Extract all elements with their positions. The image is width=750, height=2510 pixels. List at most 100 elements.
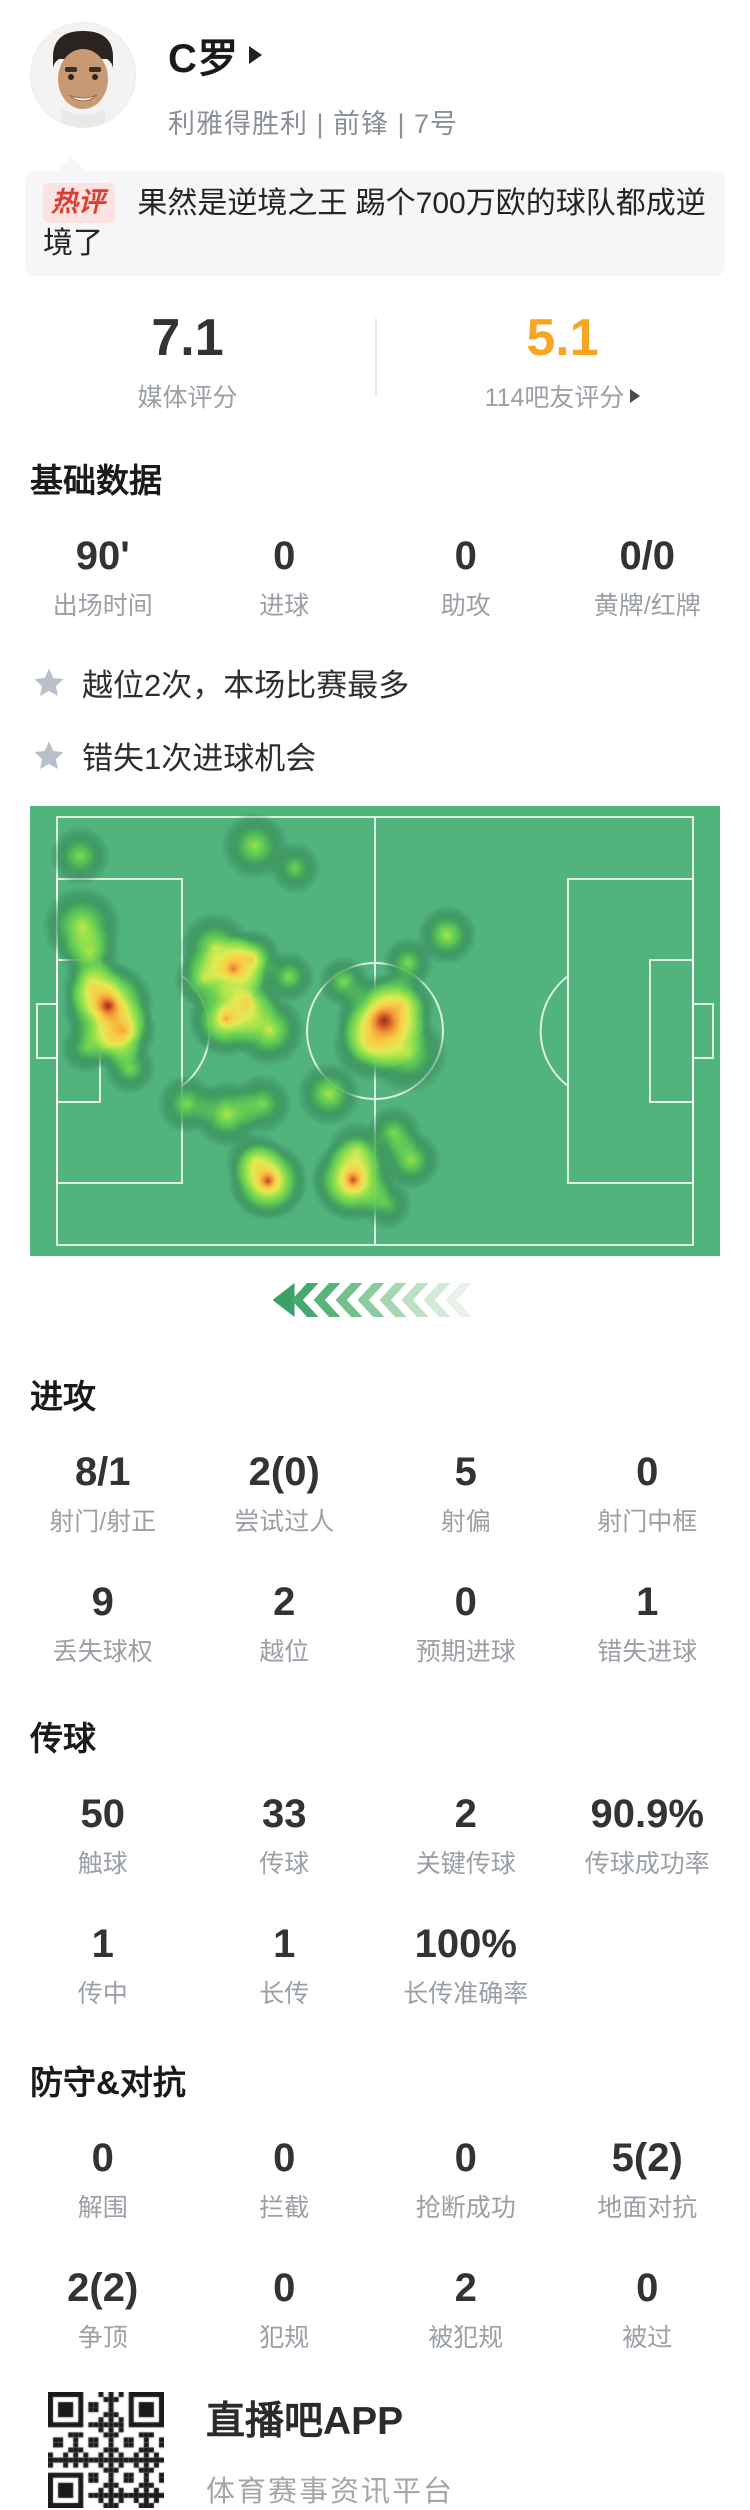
stat-cell: 0 拦截 <box>194 2136 376 2224</box>
stat-label: 黄牌/红牌 <box>593 592 701 620</box>
stat-label: 被过 <box>622 2324 673 2352</box>
stat-label: 拦截 <box>259 2194 310 2222</box>
stat-cell: 0 犯规 <box>194 2266 376 2354</box>
stat-value: 0 <box>636 2266 659 2310</box>
hot-comment-card: 热评 果然是逆境之王 踢个700万欧的球队都成逆境了 <box>25 157 725 276</box>
player-name-link[interactable]: C罗 <box>168 26 458 84</box>
stat-value: 1 <box>636 1580 659 1624</box>
stat-label: 出场时间 <box>52 592 153 620</box>
stat-value: 1 <box>273 1922 296 1966</box>
fans-rating-label: 114吧友评分 <box>484 384 625 412</box>
stat-cell: 0 被过 <box>557 2266 739 2354</box>
stat-cell: 0 射门中框 <box>557 1450 739 1538</box>
stat-label: 地面对抗 <box>597 2194 698 2222</box>
fans-rating[interactable]: 5.1 114吧友评分 <box>375 312 750 414</box>
stat-label: 长传准确率 <box>403 1980 529 2008</box>
stat-label: 丢失球权 <box>52 1638 153 1666</box>
stat-value: 8/1 <box>74 1450 131 1494</box>
player-avatar-image <box>31 23 135 127</box>
heatmap-canvas <box>30 806 720 1256</box>
stat-value: 5 <box>454 1450 477 1494</box>
stat-label: 射偏 <box>440 1508 491 1536</box>
qr-code <box>48 2392 164 2508</box>
player-header: C罗 利雅得胜利 | 前锋 | 7号 <box>30 22 750 141</box>
stat-label: 解围 <box>77 2194 128 2222</box>
stat-label: 越位 <box>259 1638 310 1666</box>
stat-cell: 8/1 射门/射正 <box>12 1450 194 1538</box>
stat-label: 传中 <box>77 1980 128 2008</box>
stat-value: 0 <box>454 534 477 578</box>
hot-comment-text: 果然是逆境之王 踢个700万欧的球队都成逆境了 <box>43 187 706 260</box>
player-name: C罗 <box>168 37 239 81</box>
stat-cell: 2 被犯规 <box>375 2266 557 2354</box>
highlight-text: 越位2次，本场比赛最多 <box>82 668 410 703</box>
section-title-passing: 传球 <box>30 1720 96 1757</box>
ratings-row: 7.1 媒体评分 5.1 114吧友评分 <box>0 312 750 414</box>
media-rating-label: 媒体评分 <box>137 384 238 412</box>
ratings-divider <box>375 318 377 396</box>
chevron-right-icon <box>248 46 262 64</box>
defense-stats-grid: 0 解围 0 拦截 0 抢断成功 5(2) 地面对抗 2(2) 争顶 0 犯规 2 被犯规 0 被过 <box>0 2136 750 2354</box>
stat-value: 2(2) <box>67 2266 139 2310</box>
player-heatmap <box>30 806 720 1256</box>
stat-value: 0 <box>273 2266 296 2310</box>
passing-stats-grid: 50 触球 33 传球 2 关键传球 90.9% 传球成功率 1 传中 1 长传 100% 长传准确率 <box>0 1792 750 2010</box>
stat-cell: 2(2) 争顶 <box>12 2266 194 2354</box>
highlight-text: 错失1次进球机会 <box>82 741 317 776</box>
stat-cell: 1 错失进球 <box>557 1580 739 1668</box>
stat-cell: 90.9% 传球成功率 <box>557 1792 739 1880</box>
stat-label: 触球 <box>77 1850 128 1878</box>
stat-cell: 0 助攻 <box>375 534 557 622</box>
stat-label: 传球 <box>259 1850 310 1878</box>
chevron-left-icon <box>272 1283 295 1317</box>
stat-value: 0 <box>91 2136 114 2180</box>
star-icon <box>34 741 64 769</box>
stat-value: 90.9% <box>590 1792 704 1836</box>
section-title-defense: 防守&对抗 <box>30 2064 186 2101</box>
stat-cell: 50 触球 <box>12 1792 194 1880</box>
stat-value: 2(0) <box>248 1450 320 1494</box>
player-avatar[interactable] <box>30 22 136 128</box>
arrow-right-icon <box>630 389 641 403</box>
stat-label: 长传 <box>259 1980 310 2008</box>
stat-cell: 0 预期进球 <box>375 1580 557 1668</box>
stat-label: 射门/射正 <box>49 1508 157 1536</box>
stat-label: 助攻 <box>440 592 491 620</box>
stat-cell: 33 传球 <box>194 1792 376 1880</box>
stat-cell: 1 传中 <box>12 1922 194 2010</box>
app-name: 直播吧APP <box>206 2400 404 2443</box>
section-title-attack: 进攻 <box>30 1378 96 1415</box>
hot-comment-badge: 热评 <box>43 183 115 223</box>
stat-value: 2 <box>454 1792 477 1836</box>
section-title-basic: 基础数据 <box>30 462 162 499</box>
stat-value: 33 <box>262 1792 307 1836</box>
media-rating: 7.1 媒体评分 <box>0 312 375 414</box>
stat-value: 2 <box>454 2266 477 2310</box>
stat-cell: 0 解围 <box>12 2136 194 2224</box>
stat-cell: 2(0) 尝试过人 <box>194 1450 376 1538</box>
highlight-item: 越位2次，本场比赛最多 <box>32 660 750 705</box>
stat-label: 传球成功率 <box>584 1850 710 1878</box>
fans-rating-value: 5.1 <box>526 309 599 367</box>
stat-cell: 0 抢断成功 <box>375 2136 557 2224</box>
app-tagline: 体育赛事资讯平台 <box>206 2476 455 2508</box>
stat-cell: 5(2) 地面对抗 <box>557 2136 739 2224</box>
stat-cell: 0 进球 <box>194 534 376 622</box>
stat-label: 射门中框 <box>597 1508 698 1536</box>
stat-label: 预期进球 <box>415 1638 516 1666</box>
stat-cell: 90' 出场时间 <box>12 534 194 622</box>
stat-cell: 2 关键传球 <box>375 1792 557 1880</box>
stat-label: 争顶 <box>77 2324 128 2352</box>
stat-cell: 5 射偏 <box>375 1450 557 1538</box>
stat-label: 被犯规 <box>428 2324 504 2352</box>
stat-value: 0 <box>454 1580 477 1624</box>
star-icon <box>34 668 64 696</box>
stat-label: 尝试过人 <box>234 1508 335 1536</box>
stat-value: 50 <box>80 1792 126 1836</box>
stat-label: 犯规 <box>259 2324 310 2352</box>
stat-cell: 1 长传 <box>194 1922 376 2010</box>
stat-value: 100% <box>414 1922 517 1966</box>
stat-value: 0 <box>273 534 296 578</box>
stat-cell: 100% 长传准确率 <box>375 1922 557 2010</box>
stat-value: 0 <box>636 1450 659 1494</box>
